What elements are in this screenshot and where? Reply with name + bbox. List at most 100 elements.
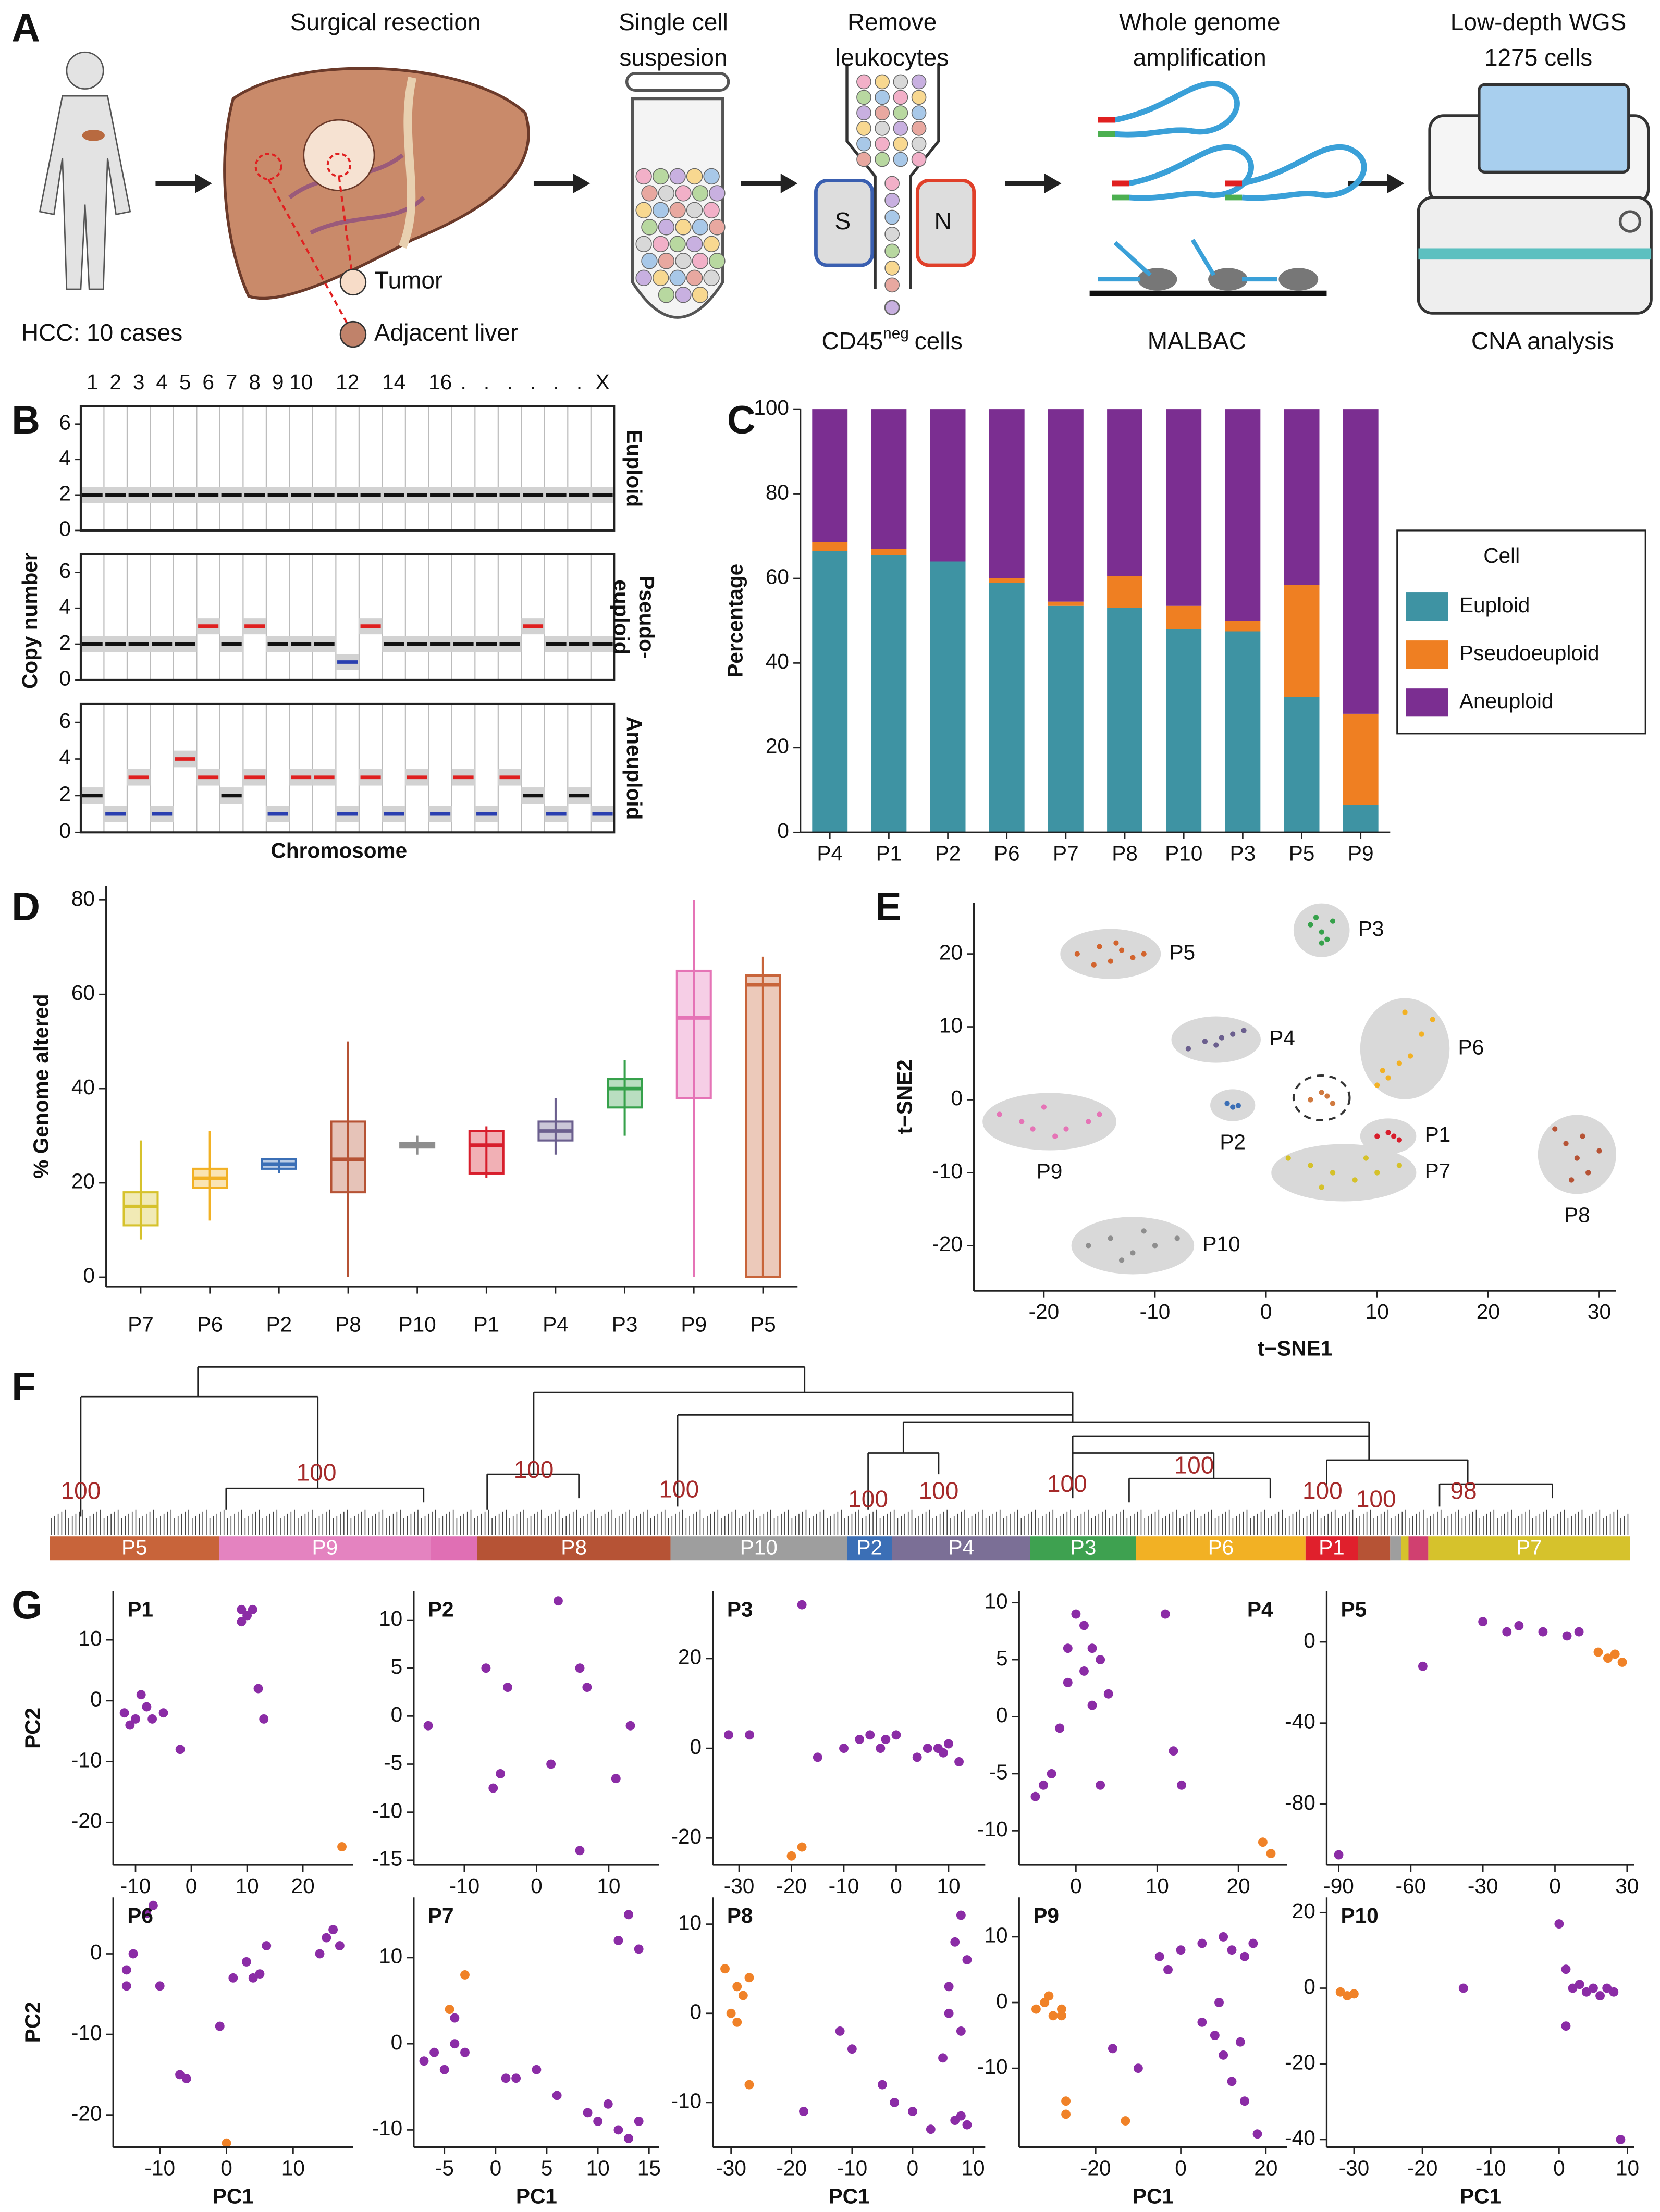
- segment-label: P8: [561, 1535, 587, 1559]
- cluster-label: P8: [1564, 1203, 1590, 1227]
- step-label: Tumor: [374, 267, 442, 294]
- point: [450, 2039, 460, 2049]
- point: [322, 1933, 331, 1943]
- segment-label: P2: [856, 1535, 882, 1559]
- y-tick-label: 80: [71, 886, 95, 910]
- y-tick-label: 0: [59, 819, 71, 843]
- segment-label: P1: [1319, 1535, 1345, 1559]
- bar-segment: [1048, 605, 1084, 833]
- point: [242, 1611, 252, 1621]
- x-tick-label: P4: [543, 1313, 569, 1337]
- y-tick-label: 10: [379, 1607, 402, 1630]
- bootstrap-label: 100: [61, 1477, 101, 1504]
- illustration: [254, 153, 282, 180]
- point: [786, 1851, 796, 1861]
- illustration: [635, 236, 652, 253]
- y-tick-label: 0: [996, 1703, 1008, 1727]
- point: [228, 1973, 238, 1983]
- point: [1096, 1655, 1105, 1665]
- y-tick-label: 20: [939, 940, 963, 964]
- x-tick-label: 0: [1175, 2156, 1187, 2180]
- illustration: [884, 227, 900, 242]
- x-tick-label: -10: [1140, 1300, 1171, 1324]
- point: [1609, 1987, 1619, 1997]
- point: [532, 2065, 542, 2074]
- point: [944, 1982, 954, 1992]
- point: [237, 1617, 247, 1627]
- y-tick-label: -10: [932, 1159, 963, 1183]
- x-tick-label: 0: [1549, 1874, 1561, 1898]
- point: [1581, 1987, 1591, 1997]
- point: [1227, 1945, 1237, 1955]
- x-tick-label: P6: [994, 841, 1020, 865]
- point: [158, 1708, 168, 1718]
- x-axis-label: PC1: [1460, 2184, 1501, 2208]
- bar-segment: [812, 542, 848, 551]
- illustration: [635, 168, 652, 185]
- point: [1019, 1119, 1025, 1124]
- x-tick-label: P8: [1112, 841, 1138, 865]
- cluster-segment: [477, 1536, 671, 1561]
- cluster-label: P5: [1169, 940, 1195, 964]
- point: [877, 2080, 887, 2090]
- legend-label: Euploid: [1459, 593, 1530, 617]
- point: [1252, 2129, 1262, 2139]
- y-tick-label: -20: [71, 1809, 102, 1833]
- illustration: [856, 74, 871, 90]
- bootstrap-label: 100: [1047, 1470, 1087, 1497]
- point: [488, 1783, 498, 1793]
- chromosome-label: 3: [133, 370, 145, 394]
- chromosome-label: .: [507, 370, 512, 394]
- y-axis-label: t−SNE2: [892, 1059, 916, 1134]
- x-tick-label: 10: [281, 2156, 305, 2180]
- point: [1330, 1170, 1336, 1176]
- illustration: [669, 202, 686, 219]
- illustration: [658, 219, 675, 236]
- x-axis-label: PC1: [213, 2184, 254, 2208]
- point: [839, 1744, 849, 1753]
- point: [1224, 1101, 1230, 1106]
- cluster-segment: [1305, 1536, 1358, 1561]
- point: [1185, 1046, 1191, 1052]
- illustration: [893, 136, 908, 152]
- chromosome-label: X: [596, 370, 610, 394]
- plot-title: P3: [727, 1597, 753, 1621]
- bar-segment: [812, 409, 848, 542]
- point: [1103, 1689, 1113, 1699]
- y-tick-label: 0: [59, 517, 71, 541]
- illustration: [780, 173, 798, 193]
- point: [237, 1604, 247, 1614]
- y-tick-label: 4: [59, 745, 71, 769]
- x-tick-label: -10: [449, 1874, 480, 1898]
- bootstrap-label: 100: [1174, 1452, 1214, 1479]
- point: [1617, 1658, 1627, 1667]
- illustration: [884, 209, 900, 225]
- chromosome-label: 9: [272, 370, 284, 394]
- panel-label: A: [11, 6, 40, 51]
- point: [1055, 1723, 1065, 1733]
- illustration: [303, 119, 375, 191]
- point: [248, 1604, 257, 1614]
- point: [956, 1910, 966, 1920]
- point: [997, 1111, 1002, 1117]
- x-tick-label: 20: [291, 1874, 315, 1898]
- point: [1330, 918, 1336, 924]
- chromosome-label: 2: [109, 370, 121, 394]
- point: [1561, 2021, 1571, 2031]
- point: [835, 2026, 845, 2036]
- illustration: [339, 268, 367, 296]
- chromosome-label: 6: [202, 370, 214, 394]
- point: [1047, 1769, 1056, 1778]
- chromosome-label: 8: [249, 370, 261, 394]
- illustration: [675, 185, 692, 202]
- box: [468, 1130, 505, 1175]
- point: [575, 1846, 585, 1856]
- x-tick-label: P2: [266, 1313, 292, 1337]
- y-tick-label: 60: [71, 981, 95, 1005]
- x-tick-label: P7: [1053, 841, 1079, 865]
- point: [1568, 1983, 1578, 1993]
- point: [121, 1981, 131, 1991]
- point: [1324, 1093, 1330, 1099]
- step-label: leukocytes: [835, 44, 949, 71]
